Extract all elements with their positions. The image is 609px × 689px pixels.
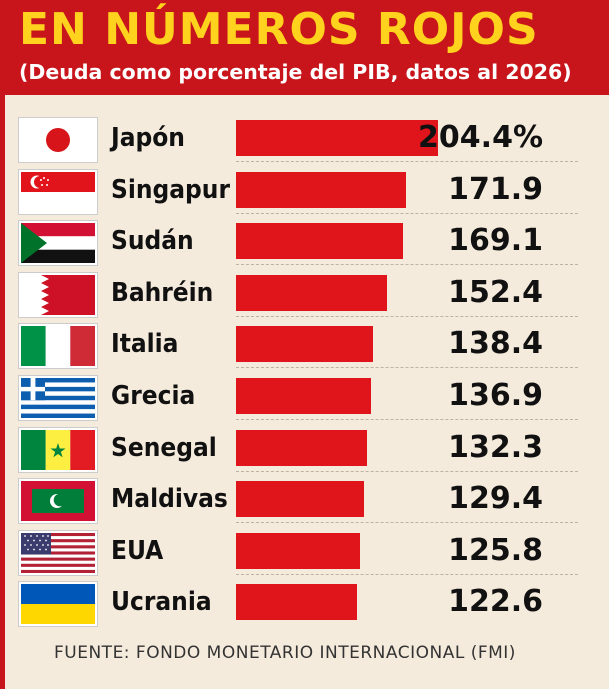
chart-title: EN NÚMEROS ROJOS	[19, 4, 539, 55]
italy-flag-icon	[19, 324, 97, 369]
category-label: Maldivas	[111, 484, 228, 515]
bar	[236, 223, 404, 260]
senegal-flag-icon	[19, 427, 97, 472]
chart-row: Maldivas 129.4	[0, 476, 609, 528]
category-label: Grecia	[111, 381, 196, 411]
greece-flag-icon	[19, 376, 97, 420]
category-label: EUA	[111, 535, 164, 566]
bar	[236, 429, 367, 466]
bar	[236, 326, 373, 363]
bar	[236, 171, 406, 208]
bar	[236, 481, 364, 518]
chart-row: Sudán 169.1	[0, 218, 609, 270]
data-label: 152.4	[448, 274, 543, 310]
chart-row: Japón 204.4%	[0, 115, 609, 167]
japan-flag-icon	[19, 118, 97, 162]
category-label: Ucrania	[111, 587, 212, 618]
bar	[236, 274, 387, 311]
chart-row: Italia 138.4	[0, 321, 609, 373]
bar	[236, 120, 438, 156]
data-label: 138.4	[448, 326, 543, 362]
category-label: Bahréin	[111, 277, 214, 308]
data-label: 204.4%	[418, 120, 543, 155]
category-label: Italia	[111, 329, 179, 360]
chart-row: EUA 125.8	[0, 528, 609, 580]
ukraine-flag-icon	[19, 582, 97, 627]
bar	[236, 378, 372, 414]
row-separator	[236, 573, 578, 575]
usa-flag-icon	[19, 530, 97, 575]
row-separator	[236, 212, 578, 214]
chart-row: Grecia 136.9	[0, 373, 609, 425]
row-separator	[236, 470, 578, 472]
row-separator	[236, 315, 578, 317]
row-separator	[236, 161, 578, 162]
row-separator	[236, 522, 578, 524]
row-separator	[236, 367, 578, 369]
header-banner: EN NÚMEROS ROJOS (Deuda como porcentaje …	[0, 0, 609, 95]
source-note: FUENTE: FONDO MONETARIO INTERNACIONAL (F…	[54, 643, 516, 663]
bar	[236, 532, 361, 569]
data-label: 132.3	[448, 429, 543, 465]
maldives-flag-icon	[19, 479, 97, 524]
chart-row: Bahréin 152.4	[0, 270, 609, 322]
category-label: Senegal	[111, 432, 217, 463]
data-label: 169.1	[448, 223, 543, 259]
sudan-flag-icon	[19, 221, 97, 266]
row-separator	[236, 264, 578, 266]
singapore-flag-icon	[19, 169, 97, 214]
chart-row: Senegal 132.3	[0, 425, 609, 477]
category-label: Sudán	[111, 226, 194, 257]
category-label: Japón	[111, 123, 185, 153]
chart-row: Singapur 171.9	[0, 167, 609, 219]
data-label: 122.6	[448, 584, 543, 620]
chart-row: Ucrania 122.6	[0, 579, 609, 631]
left-accent-stripe	[0, 95, 5, 689]
category-label: Singapur	[111, 174, 230, 205]
data-label: 125.8	[448, 532, 543, 568]
bahrain-flag-icon	[19, 272, 97, 317]
bar	[236, 584, 358, 621]
data-label: 136.9	[448, 378, 543, 413]
row-separator	[236, 419, 578, 420]
data-label: 129.4	[448, 481, 543, 517]
data-label: 171.9	[448, 171, 543, 207]
chart-subtitle: (Deuda como porcentaje del PIB, datos al…	[19, 60, 572, 84]
